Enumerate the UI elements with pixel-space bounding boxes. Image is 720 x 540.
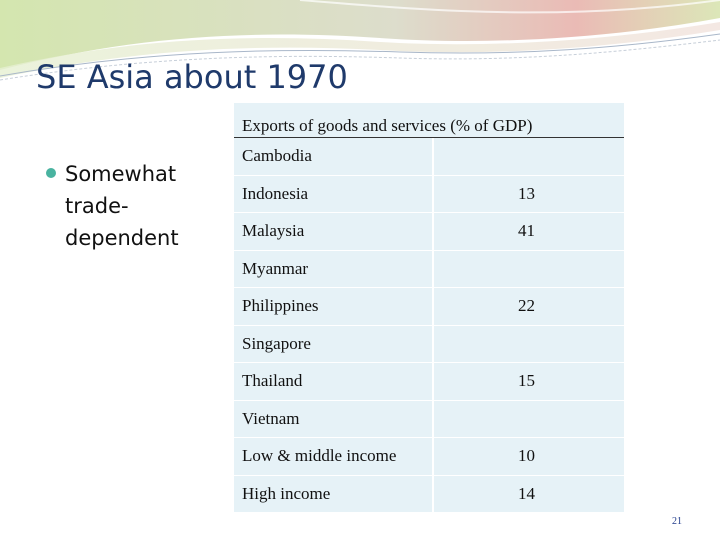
country-cell: Low & middle income (234, 438, 434, 475)
table-row: Singapore (234, 325, 624, 363)
country-cell: Philippines (234, 288, 434, 325)
value-cell: 41 (434, 213, 624, 250)
country-cell: Vietnam (234, 400, 434, 437)
value-cell: 13 (434, 175, 624, 212)
country-cell: Indonesia (234, 175, 434, 212)
bullet-line: Somewhat (65, 162, 177, 186)
decorative-banner (0, 0, 720, 81)
table-row: High income 14 (234, 475, 624, 513)
table-row: Myanmar (234, 250, 624, 288)
value-cell (434, 138, 624, 175)
table-header: Exports of goods and services (% of GDP) (234, 103, 624, 138)
country-cell: Thailand (234, 363, 434, 400)
table-row: Low & middle income 10 (234, 438, 624, 476)
table-row: Philippines 22 (234, 288, 624, 326)
value-cell: 10 (434, 438, 624, 475)
page-number: 21 (672, 516, 682, 527)
value-cell: 14 (434, 475, 624, 512)
table-row: Cambodia (234, 138, 624, 176)
value-cell (434, 400, 624, 437)
table-row: Malaysia 41 (234, 213, 624, 251)
value-cell: 15 (434, 363, 624, 400)
table-row: Thailand 15 (234, 363, 624, 401)
country-cell: Malaysia (234, 213, 434, 250)
country-cell: Myanmar (234, 250, 434, 287)
table-row: Vietnam (234, 400, 624, 438)
bullet-line: dependent (65, 226, 179, 250)
value-cell (434, 250, 624, 287)
bullet-dot-icon (46, 168, 56, 178)
bullet-line: trade- (65, 194, 129, 218)
value-cell: 22 (434, 288, 624, 325)
bullet-item: Somewhat trade- dependent (46, 158, 216, 254)
value-cell (434, 325, 624, 362)
country-cell: High income (234, 475, 434, 512)
exports-table: Exports of goods and services (% of GDP)… (234, 103, 624, 513)
slide-title: SE Asia about 1970 (36, 58, 348, 96)
country-cell: Singapore (234, 325, 434, 362)
table-row: Indonesia 13 (234, 175, 624, 213)
country-cell: Cambodia (234, 138, 434, 175)
